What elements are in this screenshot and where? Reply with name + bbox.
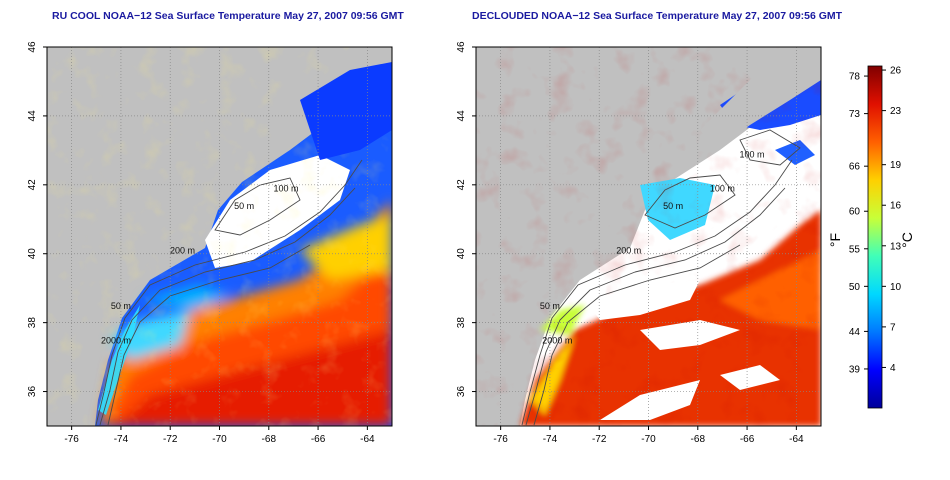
land-nova-scotia-right — [700, 47, 821, 150]
x-tick-label: -76 — [493, 434, 508, 445]
colorbar-ticks: 26 23 19 16 13 10 7 4 78 73 66 60 55 50 44 39 — [849, 66, 902, 376]
celsius-tick-label: 23 — [890, 106, 902, 117]
y-tick-label: 42 — [27, 179, 38, 191]
y-tick-label: 44 — [456, 110, 467, 122]
contour-label: 50 m — [234, 201, 254, 211]
y-tick-label: 40 — [456, 248, 467, 260]
gulf-of-maine — [300, 62, 392, 160]
y-tick-label: 38 — [27, 317, 38, 329]
y-tick-label: 38 — [456, 317, 467, 329]
contour-label: 50 m — [111, 301, 131, 311]
right-axis-ticks: -76 -74 -72 -70 -68 -66 -64 36 38 40 42 44 46 — [456, 41, 804, 445]
y-tick-label: 36 — [27, 386, 38, 398]
x-tick-label: -68 — [691, 434, 706, 445]
celsius-tick-label: 16 — [890, 201, 902, 212]
fahrenheit-label: °F — [827, 233, 843, 247]
x-tick-label: -74 — [114, 434, 129, 445]
contour-label: 100 m — [739, 149, 764, 159]
x-tick-label: -74 — [543, 434, 558, 445]
celsius-tick-label: 26 — [890, 66, 902, 77]
fahrenheit-tick-label: 78 — [849, 72, 861, 83]
x-tick-label: -64 — [789, 434, 804, 445]
fahrenheit-tick-label: 55 — [849, 244, 861, 255]
left-contour-labels: 100 m 50 m 200 m 50 m 2000 m — [101, 184, 299, 346]
x-tick-label: -66 — [740, 434, 755, 445]
y-tick-label: 46 — [456, 41, 467, 53]
celsius-tick-label: 13 — [890, 241, 902, 252]
y-tick-label: 40 — [27, 248, 38, 260]
left-map-panel: -76 -74 -72 -70 -68 -66 -64 36 38 40 42 44 46 100 m 5… — [27, 41, 393, 445]
bathymetry-contours — [95, 159, 363, 426]
y-tick-label: 36 — [456, 386, 467, 398]
contour-label: 200 m — [170, 246, 195, 256]
x-tick-label: -70 — [212, 434, 227, 445]
celsius-label: °C — [899, 232, 915, 248]
y-tick-label: 44 — [27, 110, 38, 122]
fahrenheit-tick-label: 50 — [849, 282, 861, 293]
contour-label: 2000 m — [542, 335, 572, 345]
contour-label: 2000 m — [101, 335, 131, 345]
contour-label: 100 m — [710, 184, 735, 194]
temperature-colorbar: 26 23 19 16 13 10 7 4 78 73 66 60 55 50 44 39 °F °C — [827, 65, 915, 409]
y-tick-label: 42 — [456, 179, 467, 191]
x-tick-label: -76 — [64, 434, 79, 445]
left-axis-ticks: -76 -74 -72 -70 -68 -66 -64 36 38 40 42 44 46 — [27, 41, 375, 445]
cloud-holes — [585, 280, 780, 420]
colorbar-gradient — [867, 65, 883, 409]
fahrenheit-tick-label: 73 — [849, 109, 861, 120]
celsius-tick-label: 4 — [890, 363, 896, 374]
x-tick-label: -70 — [641, 434, 656, 445]
coastal-strip — [98, 305, 140, 415]
x-tick-label: -68 — [262, 434, 277, 445]
fahrenheit-tick-label: 66 — [849, 162, 861, 173]
left-panel-title: RU COOL NOAA−12 Sea Surface Temperature … — [52, 10, 404, 22]
x-tick-label: -72 — [163, 434, 178, 445]
celsius-tick-label: 7 — [890, 322, 896, 333]
contour-label: 50 m — [540, 301, 560, 311]
contour-label: 50 m — [663, 201, 683, 211]
bathymetry-contours-right — [521, 129, 801, 426]
fahrenheit-tick-label: 39 — [849, 364, 861, 375]
x-tick-label: -66 — [311, 434, 326, 445]
y-tick-label: 46 — [27, 41, 38, 53]
contour-label: 100 m — [274, 184, 299, 194]
celsius-tick-label: 10 — [890, 282, 902, 293]
fahrenheit-tick-label: 60 — [849, 207, 861, 218]
right-contour-labels: 100 m 100 m 50 m 200 m 50 m 2000 m — [540, 149, 765, 345]
x-tick-label: -72 — [592, 434, 607, 445]
contour-label: 200 m — [616, 246, 641, 256]
right-grid — [476, 46, 821, 426]
right-panel-title: DECLOUDED NOAA−12 Sea Surface Temperatur… — [472, 10, 843, 22]
fahrenheit-tick-label: 44 — [849, 327, 861, 338]
celsius-tick-label: 19 — [890, 160, 902, 171]
x-tick-label: -64 — [360, 434, 375, 445]
